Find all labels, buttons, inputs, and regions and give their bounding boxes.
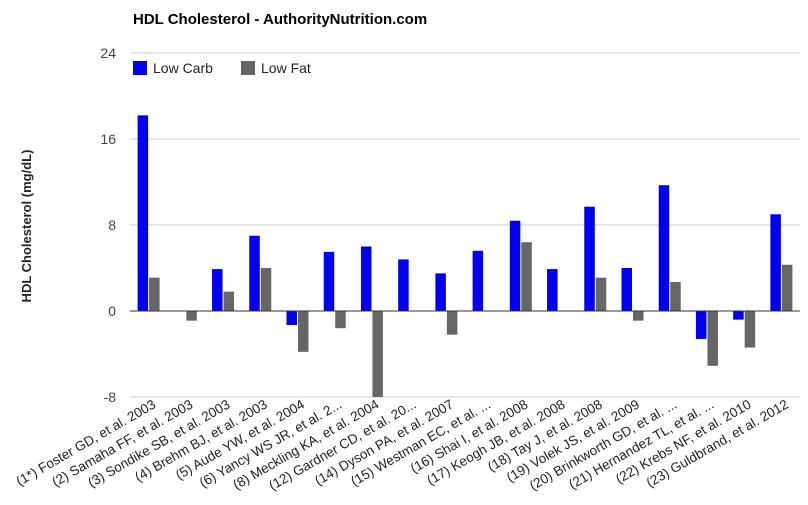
gridlines: [130, 52, 800, 398]
low-fat-bar-15: [670, 281, 681, 311]
bars: [137, 115, 793, 397]
low-fat-bar-17: [744, 311, 756, 348]
low-carb-bar-18: [770, 214, 781, 311]
low-carb-bar-6: [323, 251, 335, 311]
y-tick-label: -8: [104, 389, 117, 405]
low-carb-bar-4: [249, 235, 260, 311]
y-axis-ticks: 24 16 8 0 -8: [100, 45, 116, 405]
low-fat-bar-18: [781, 264, 793, 311]
low-fat-bar-1: [149, 277, 160, 311]
low-carb-bar-1: [137, 115, 149, 311]
y-axis-label: HDL Cholesterol (mg/dL): [19, 150, 34, 303]
legend-label-low-fat: Low Fat: [261, 60, 311, 76]
y-tick-label: 24: [100, 45, 116, 61]
low-carb-bar-5: [286, 311, 297, 325]
legend-swatch-low-carb: [133, 61, 147, 75]
low-fat-bar-5: [298, 311, 309, 352]
legend-label-low-carb: Low Carb: [153, 60, 213, 76]
low-carb-bar-13: [584, 206, 595, 311]
low-carb-bar-12: [547, 269, 558, 311]
x-axis-ticks: (1*) Foster GD, et al. 2003(2) Samaha FF…: [13, 396, 790, 493]
low-carb-bar-15: [658, 185, 670, 311]
low-fat-bar-16: [707, 311, 718, 366]
low-fat-bar-9: [446, 311, 458, 335]
low-carb-bar-9: [435, 273, 446, 311]
low-carb-bar-10: [472, 250, 484, 311]
low-carb-bar-7: [360, 246, 372, 311]
low-carb-bar-3: [212, 269, 223, 311]
low-fat-bar-14: [633, 311, 644, 321]
chart-title: HDL Cholesterol - AuthorityNutrition.com: [133, 11, 427, 28]
y-tick-label: 8: [108, 217, 116, 233]
low-carb-bar-14: [621, 268, 632, 311]
legend-swatch-low-fat: [241, 61, 255, 75]
low-fat-bar-7: [372, 311, 383, 397]
y-tick-label: 0: [108, 303, 116, 319]
low-carb-bar-16: [695, 311, 707, 339]
low-fat-bar-4: [260, 268, 272, 311]
low-carb-bar-17: [733, 311, 744, 320]
legend: Low Carb Low Fat: [133, 60, 311, 76]
low-fat-bar-6: [335, 311, 346, 329]
low-carb-bar-8: [398, 259, 409, 311]
low-fat-bar-11: [521, 242, 532, 311]
low-fat-bar-13: [595, 277, 607, 311]
low-carb-bar-11: [509, 220, 521, 311]
low-fat-bar-3: [223, 291, 235, 311]
y-tick-label: 16: [100, 131, 116, 147]
low-fat-bar-2: [186, 311, 197, 321]
